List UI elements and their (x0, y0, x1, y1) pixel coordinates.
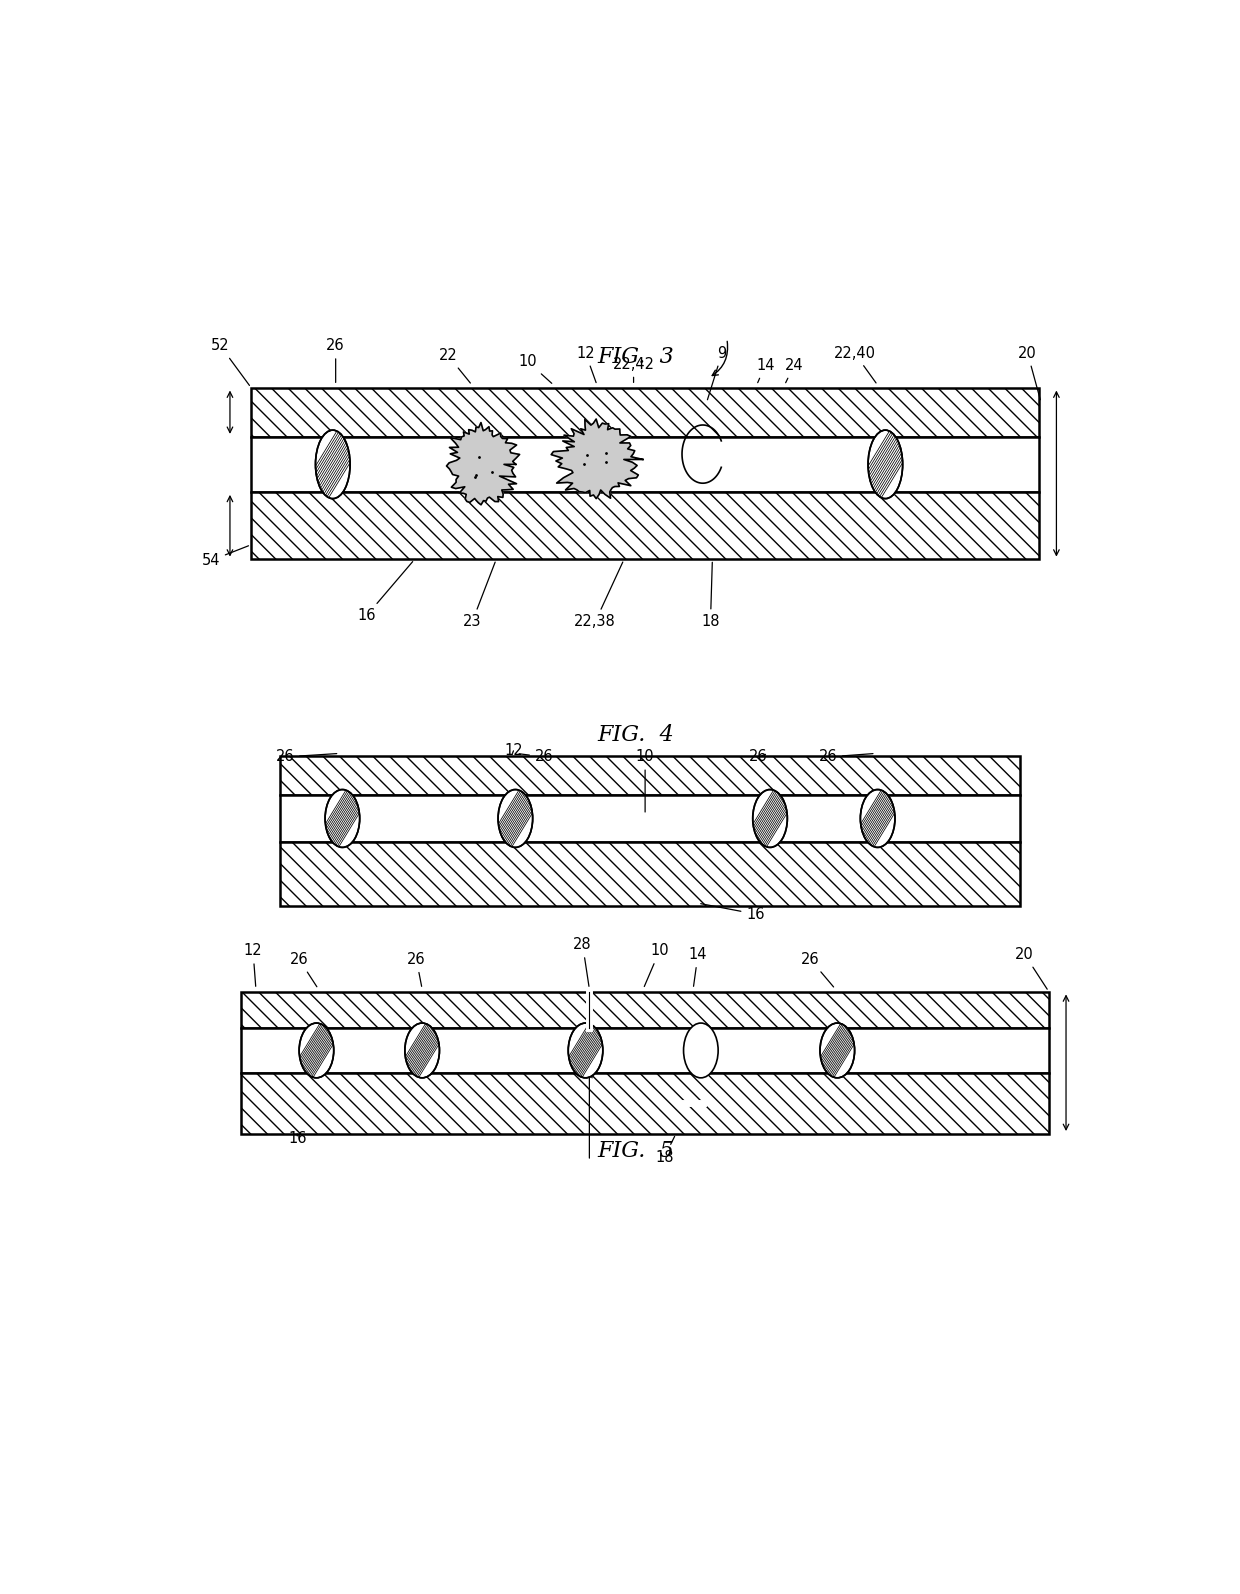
Text: FIG.  4: FIG. 4 (598, 724, 673, 746)
Text: 26: 26 (801, 952, 833, 987)
Text: 22,40: 22,40 (833, 346, 875, 383)
Text: 22,38: 22,38 (574, 563, 622, 630)
Text: 22,42: 22,42 (613, 357, 655, 383)
Ellipse shape (868, 430, 903, 499)
Bar (242, 1073, 1049, 1133)
Ellipse shape (568, 1023, 603, 1078)
Ellipse shape (820, 1023, 854, 1078)
Ellipse shape (315, 430, 350, 499)
Text: 26: 26 (407, 952, 425, 987)
Text: 9: 9 (708, 346, 727, 400)
Text: 16: 16 (701, 904, 765, 921)
Bar (250, 437, 1039, 493)
Text: 28: 28 (573, 937, 591, 987)
Text: 10: 10 (518, 354, 552, 383)
Text: 20: 20 (1018, 346, 1040, 400)
Text: 16: 16 (288, 1132, 306, 1146)
Text: 26: 26 (290, 952, 317, 987)
Ellipse shape (861, 789, 895, 848)
Text: FIG.  3: FIG. 3 (598, 346, 673, 368)
Text: 26: 26 (749, 749, 768, 765)
Bar (242, 1028, 1049, 1073)
Ellipse shape (753, 789, 787, 848)
Ellipse shape (325, 789, 360, 848)
Text: 52: 52 (211, 338, 249, 386)
Text: 12: 12 (244, 944, 263, 987)
Text: 26: 26 (275, 749, 337, 765)
Text: 10: 10 (645, 944, 668, 987)
Bar (280, 795, 1021, 842)
Polygon shape (552, 419, 642, 499)
Ellipse shape (299, 1023, 334, 1078)
Text: 26: 26 (326, 338, 345, 383)
Bar (280, 842, 1021, 905)
Text: 10: 10 (636, 749, 655, 811)
Text: 14: 14 (688, 947, 707, 987)
Text: 14: 14 (756, 359, 775, 383)
Text: 12: 12 (577, 346, 596, 383)
Bar (250, 387, 1039, 437)
Text: 20: 20 (1016, 947, 1048, 990)
Polygon shape (446, 422, 520, 505)
Text: 16: 16 (357, 561, 413, 623)
Text: 18: 18 (701, 563, 719, 630)
Bar (250, 493, 1039, 559)
Text: 24: 24 (785, 359, 804, 383)
Text: 22: 22 (439, 347, 470, 383)
Text: 26: 26 (520, 749, 553, 765)
Text: 23: 23 (463, 563, 495, 630)
Text: FIG.  5: FIG. 5 (598, 1140, 673, 1162)
Bar (242, 991, 1049, 1028)
Text: 26: 26 (818, 749, 873, 765)
Ellipse shape (683, 1023, 718, 1078)
Ellipse shape (404, 1023, 439, 1078)
Text: 54: 54 (201, 545, 248, 567)
Ellipse shape (498, 789, 533, 848)
Text: 12: 12 (505, 743, 523, 759)
Text: 18: 18 (655, 1137, 675, 1165)
Bar (280, 756, 1021, 795)
